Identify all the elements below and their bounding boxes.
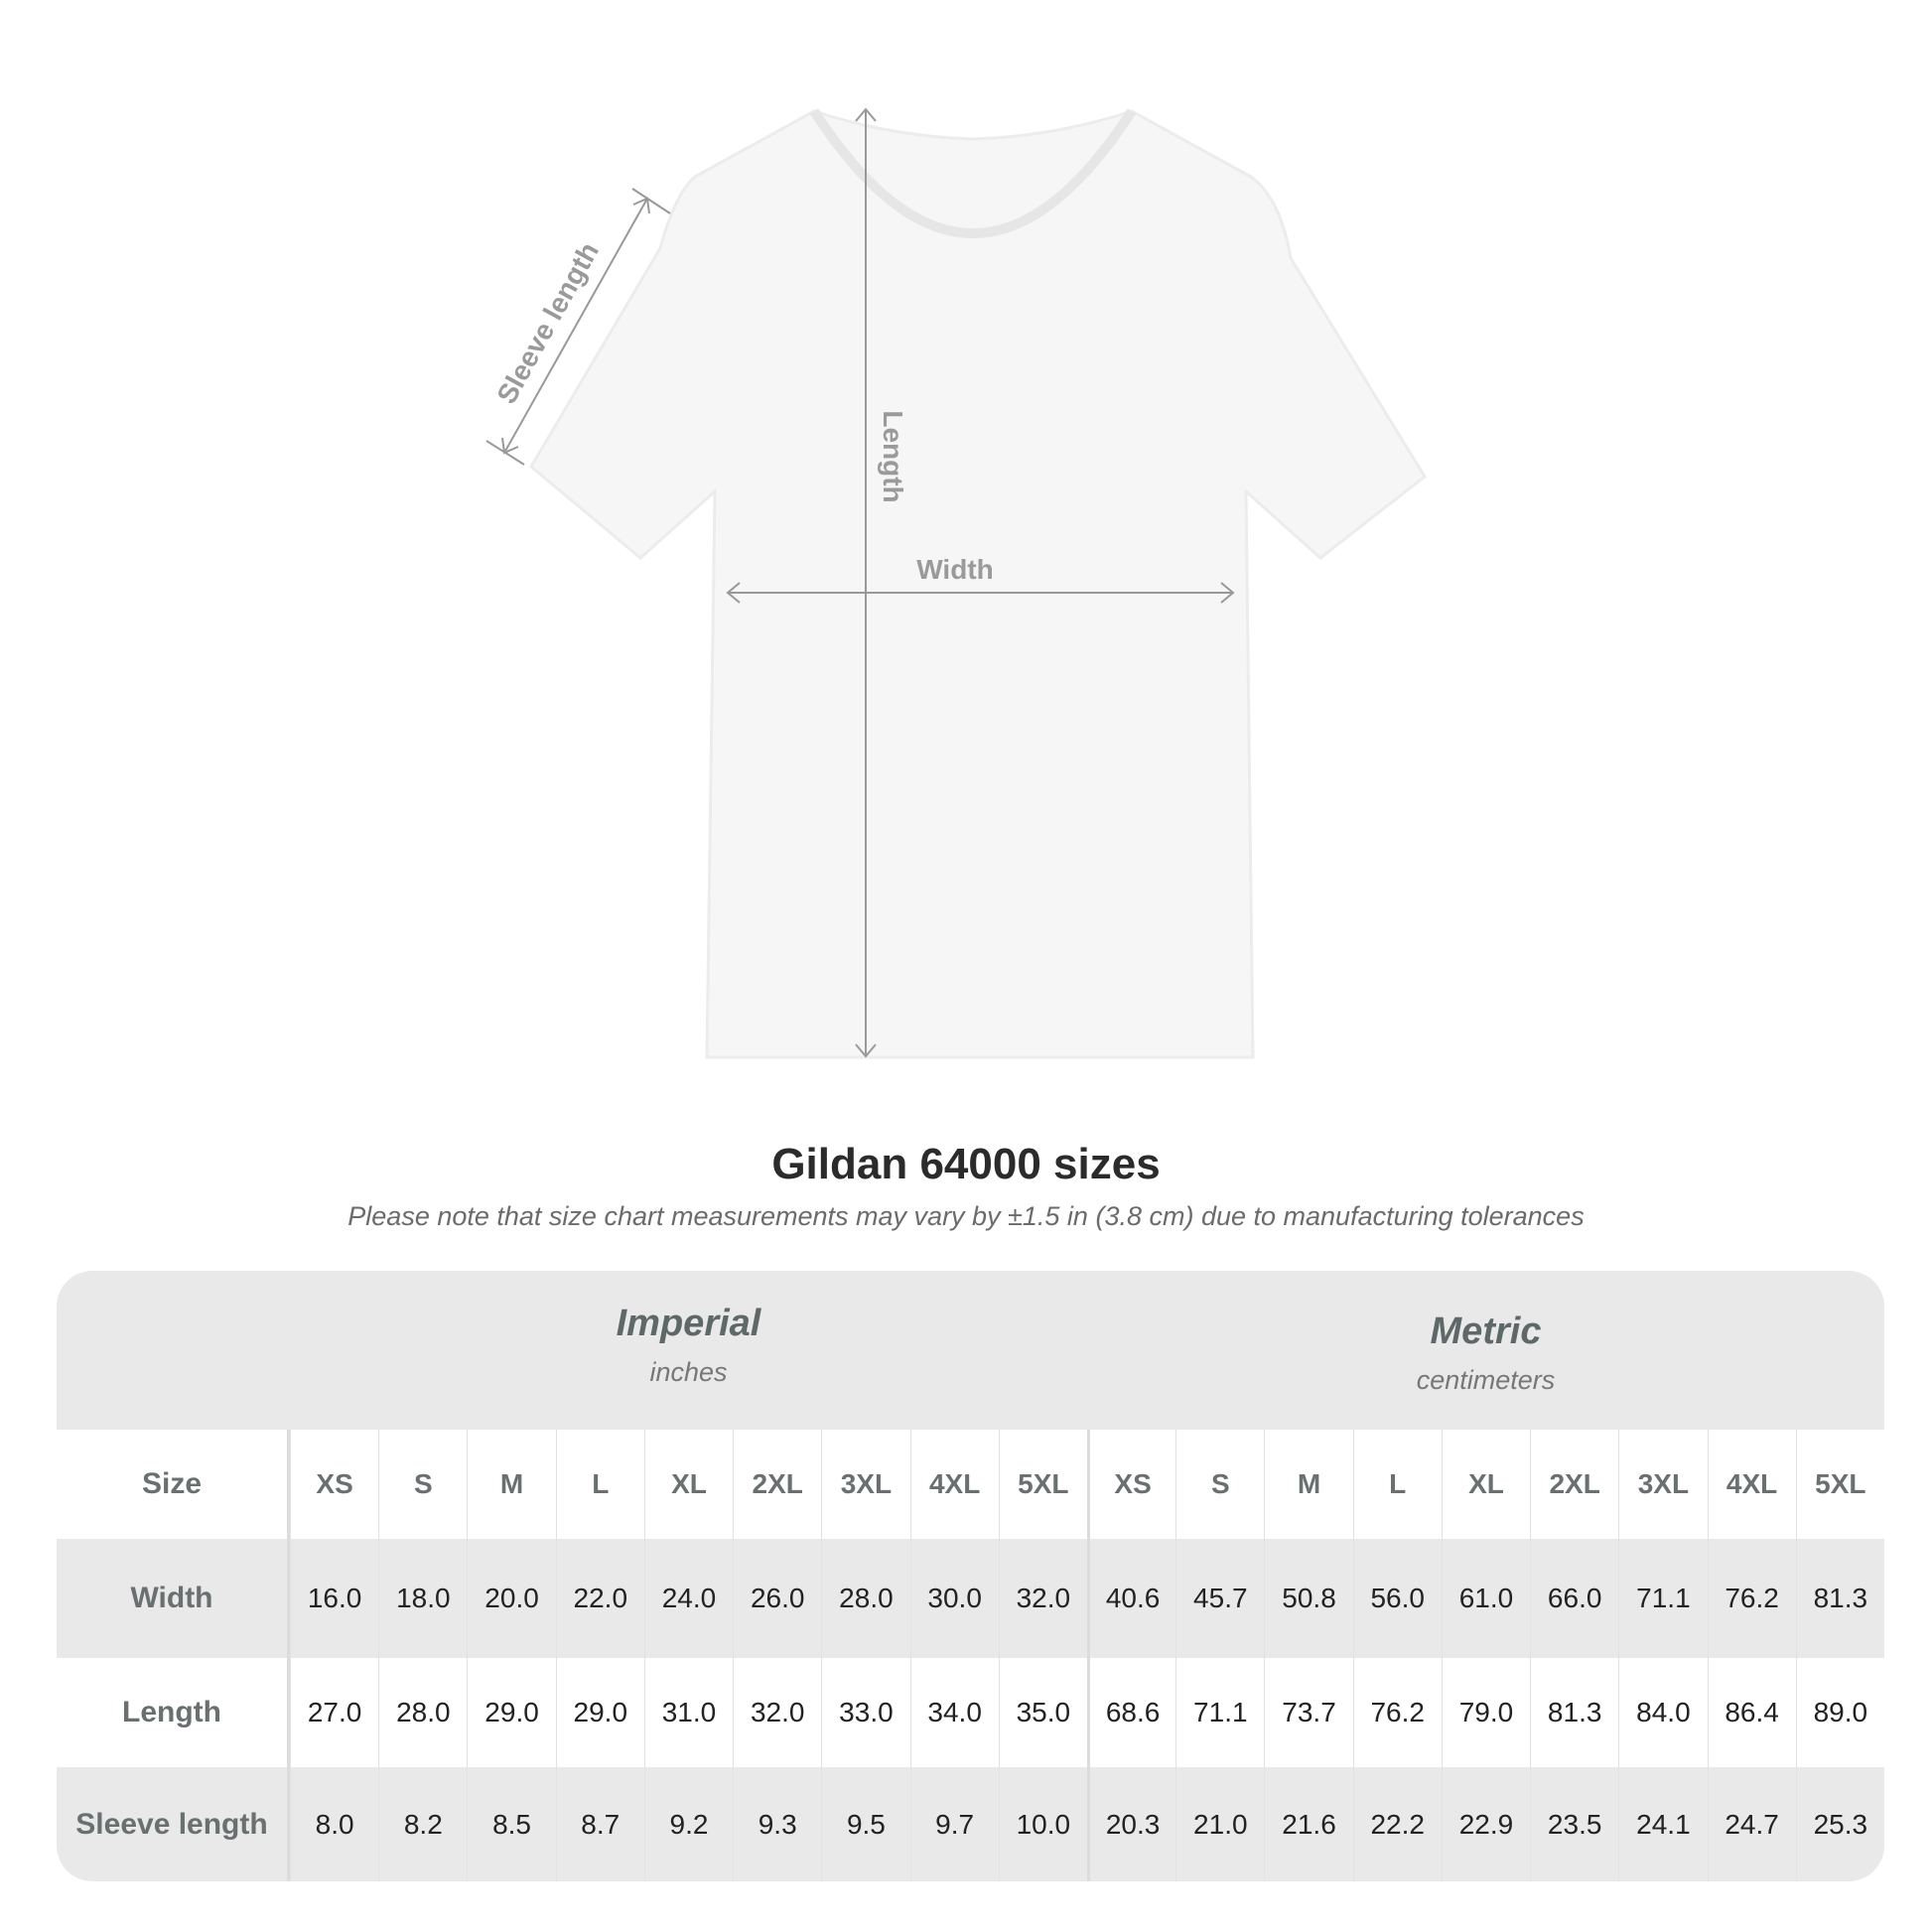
size-header-metric: L xyxy=(1352,1430,1442,1539)
tolerance-note: Please note that size chart measurements… xyxy=(347,1201,1585,1231)
value-cell-imperial: 26.0 xyxy=(733,1539,821,1658)
value-cell-metric: 45.7 xyxy=(1175,1539,1264,1658)
value-cell-imperial: 18.0 xyxy=(378,1539,467,1658)
value-cell-metric: 24.7 xyxy=(1707,1767,1796,1881)
size-header-metric: M xyxy=(1264,1430,1352,1539)
value-cell-metric: 86.4 xyxy=(1707,1658,1796,1767)
size-header-metric: 4XL xyxy=(1707,1430,1796,1539)
value-cell-metric: 73.7 xyxy=(1264,1658,1352,1767)
size-header-imperial: 4XL xyxy=(909,1430,999,1539)
value-cell-metric: 81.3 xyxy=(1795,1539,1884,1658)
page-title: Gildan 64000 sizes xyxy=(771,1140,1161,1188)
size-header-imperial: XS xyxy=(290,1430,378,1539)
value-cell-metric: 76.2 xyxy=(1352,1658,1442,1767)
size-header-imperial: 3XL xyxy=(821,1430,909,1539)
value-cell-imperial: 9.7 xyxy=(909,1767,999,1881)
value-cell-imperial: 31.0 xyxy=(643,1658,733,1767)
imperial-title: Imperial xyxy=(616,1303,761,1344)
tshirt-diagram: Sleeve length Length Width xyxy=(485,107,1427,1059)
sleeve-arrow xyxy=(503,198,648,454)
value-cell-imperial: 22.0 xyxy=(555,1539,644,1658)
value-cell-metric: 68.6 xyxy=(1086,1658,1175,1767)
value-cell-metric: 22.9 xyxy=(1441,1767,1530,1881)
value-cell-imperial: 32.0 xyxy=(998,1539,1087,1658)
value-cell-metric: 66.0 xyxy=(1530,1539,1618,1658)
value-cell-metric: 40.6 xyxy=(1086,1539,1175,1658)
value-cell-metric: 84.0 xyxy=(1618,1658,1707,1767)
size-header-metric: S xyxy=(1175,1430,1264,1539)
size-header-imperial: XL xyxy=(643,1430,733,1539)
value-cell-imperial: 9.3 xyxy=(733,1767,821,1881)
width-label: Width xyxy=(916,554,994,585)
value-cell-imperial: 29.0 xyxy=(467,1658,555,1767)
size-header-metric: 5XL xyxy=(1795,1430,1884,1539)
value-cell-imperial: 34.0 xyxy=(909,1658,999,1767)
value-cell-imperial: 8.0 xyxy=(290,1767,378,1881)
value-cell-metric: 21.0 xyxy=(1175,1767,1264,1881)
row-label: Size xyxy=(57,1430,290,1539)
value-cell-imperial: 8.2 xyxy=(378,1767,467,1881)
value-cell-imperial: 28.0 xyxy=(821,1539,909,1658)
value-cell-metric: 25.3 xyxy=(1795,1767,1884,1881)
metric-title: Metric xyxy=(1430,1311,1542,1352)
table-row: Length 27.0 28.0 29.0 29.0 31.0 32.0 33.0 34.0 35… xyxy=(57,1658,1884,1767)
value-cell-metric: 21.6 xyxy=(1264,1767,1352,1881)
value-cell-imperial: 30.0 xyxy=(909,1539,999,1658)
value-cell-metric: 71.1 xyxy=(1175,1658,1264,1767)
value-cell-imperial: 8.7 xyxy=(555,1767,644,1881)
value-cell-imperial: 29.0 xyxy=(555,1658,644,1767)
value-cell-imperial: 33.0 xyxy=(821,1658,909,1767)
value-cell-imperial: 16.0 xyxy=(290,1539,378,1658)
value-cell-imperial: 32.0 xyxy=(733,1658,821,1767)
value-cell-imperial: 8.5 xyxy=(467,1767,555,1881)
value-cell-imperial: 20.0 xyxy=(467,1539,555,1658)
size-header-imperial: L xyxy=(555,1430,644,1539)
table-row: Width 16.0 18.0 20.0 22.0 24.0 26.0 28.0 30.0 32.… xyxy=(57,1539,1884,1658)
value-cell-metric: 22.2 xyxy=(1352,1767,1442,1881)
value-cell-metric: 61.0 xyxy=(1441,1539,1530,1658)
value-cell-metric: 23.5 xyxy=(1530,1767,1618,1881)
imperial-header: Imperial inches xyxy=(290,1303,1087,1388)
value-cell-metric: 24.1 xyxy=(1618,1767,1707,1881)
value-cell-metric: 81.3 xyxy=(1530,1658,1618,1767)
size-header-imperial: 2XL xyxy=(733,1430,821,1539)
value-cell-imperial: 10.0 xyxy=(998,1767,1087,1881)
row-label: Sleeve length xyxy=(57,1767,290,1881)
size-header-metric: XS xyxy=(1086,1430,1175,1539)
size-header-metric: 3XL xyxy=(1618,1430,1707,1539)
value-cell-metric: 20.3 xyxy=(1086,1767,1175,1881)
value-cell-imperial: 27.0 xyxy=(290,1658,378,1767)
metric-header: Metric centimeters xyxy=(1087,1311,1884,1396)
value-cell-imperial: 9.5 xyxy=(821,1767,909,1881)
value-cell-imperial: 35.0 xyxy=(998,1658,1087,1767)
size-header-row: Size XS S M L XL 2XL 3XL 4XL 5XL XS S M L XL 2XL 3XL 4XL 5… xyxy=(57,1430,1884,1539)
value-cell-metric: 79.0 xyxy=(1441,1658,1530,1767)
size-header-imperial: S xyxy=(378,1430,467,1539)
size-header-metric: 2XL xyxy=(1530,1430,1618,1539)
value-cell-imperial: 24.0 xyxy=(643,1539,733,1658)
value-cell-metric: 50.8 xyxy=(1264,1539,1352,1658)
table-row: Sleeve length 8.0 8.2 8.5 8.7 9.2 9.3 9.5 9.7 10.… xyxy=(57,1767,1884,1881)
length-label: Length xyxy=(878,410,908,502)
value-cell-metric: 76.2 xyxy=(1707,1539,1796,1658)
size-header-imperial: 5XL xyxy=(998,1430,1087,1539)
tshirt-collar xyxy=(809,108,1137,239)
value-cell-metric: 89.0 xyxy=(1795,1658,1884,1767)
size-header-imperial: M xyxy=(467,1430,555,1539)
tshirt-shape xyxy=(529,109,1427,1059)
value-cell-imperial: 28.0 xyxy=(378,1658,467,1767)
size-table: Imperial inches Metric centimeters Size X… xyxy=(57,1271,1884,1881)
value-cell-metric: 71.1 xyxy=(1618,1539,1707,1658)
value-cell-metric: 56.0 xyxy=(1352,1539,1442,1658)
size-header-metric: XL xyxy=(1441,1430,1530,1539)
row-label: Width xyxy=(57,1539,290,1658)
value-cell-imperial: 9.2 xyxy=(643,1767,733,1881)
row-label: Length xyxy=(57,1658,290,1767)
metric-unit: centimeters xyxy=(1416,1365,1556,1395)
imperial-unit: inches xyxy=(649,1357,728,1387)
unit-header-band xyxy=(57,1271,1884,1430)
